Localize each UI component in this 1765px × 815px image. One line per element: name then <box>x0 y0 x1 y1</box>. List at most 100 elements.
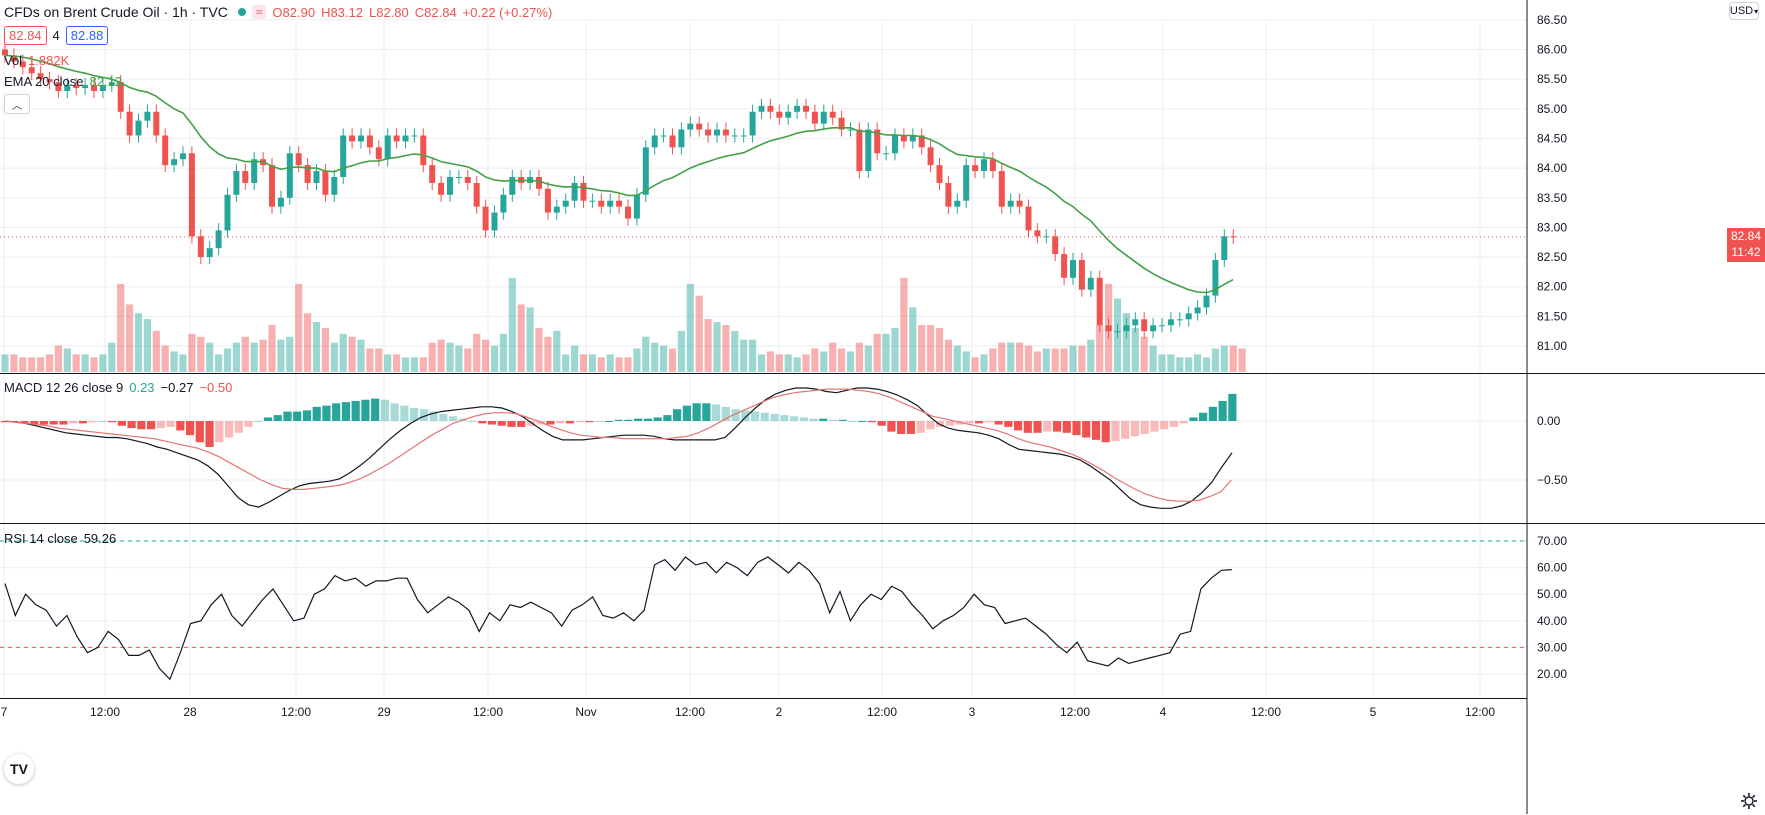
candle <box>37 66 44 87</box>
candle-body <box>269 165 275 207</box>
candle-body <box>909 135 916 142</box>
volume-bar <box>134 313 143 372</box>
volume-bar <box>215 354 223 372</box>
macd-histogram-bar <box>809 418 818 421</box>
candle <box>776 104 783 125</box>
volume-bar <box>1238 348 1246 372</box>
candle-body <box>402 135 409 142</box>
macd-histogram-bar <box>858 421 867 422</box>
macd-legend[interactable]: MACD 12 26 close 9 0.23 −0.27 −0.50 <box>4 380 232 395</box>
volume-bar <box>1016 342 1024 372</box>
ohlc-high: H83.12 <box>321 4 363 20</box>
ohlc-open: O82.90 <box>272 4 316 20</box>
macd-histogram-bar <box>1228 393 1237 421</box>
candle-body <box>963 165 970 201</box>
macd-histogram-bar <box>380 399 389 421</box>
candle <box>375 140 382 167</box>
volume-bar <box>197 336 205 372</box>
macd-histogram-bar <box>205 421 214 447</box>
candle <box>1105 318 1112 339</box>
price-tick-label: 83.00 <box>1537 220 1567 234</box>
volume-bar <box>419 357 427 372</box>
macd-histogram-bar <box>341 402 351 421</box>
candle-body <box>99 85 106 92</box>
candle <box>420 128 427 173</box>
bid-ask-row[interactable]: 82.84 4 82.88 <box>4 26 109 45</box>
macd-histogram-bar <box>322 405 331 421</box>
candle <box>883 146 890 161</box>
candle <box>580 175 587 208</box>
candle <box>384 128 391 167</box>
volume-bar <box>846 351 855 372</box>
buy-price-button[interactable]: 82.88 <box>65 26 109 45</box>
symbol-title[interactable]: CFDs on Brent Crude Oil · 1h · TVC <box>4 4 228 20</box>
macd-histogram-bar <box>546 421 555 425</box>
sell-price-button[interactable]: 82.84 <box>4 26 47 45</box>
volume-bar <box>401 357 410 372</box>
chevron-up-icon: ︿ <box>12 100 22 112</box>
volume-bar <box>499 333 507 372</box>
volume-bar <box>339 333 347 372</box>
time-tick-label: 29 <box>377 705 391 719</box>
macd-histogram-bar <box>400 405 409 421</box>
candle <box>500 187 507 220</box>
settings-gear-icon[interactable] <box>1740 792 1758 810</box>
candle-body <box>411 135 418 137</box>
candle <box>607 193 614 214</box>
collapse-legend-button[interactable]: ︿ <box>4 94 30 114</box>
candle <box>1034 223 1041 244</box>
macd-histogram-bar <box>1072 421 1081 436</box>
candle-body <box>536 176 542 189</box>
ema-legend[interactable]: EMA 20 close 82.12 <box>4 74 122 89</box>
candle <box>197 229 204 265</box>
volume-bar <box>1042 348 1050 372</box>
price-tick-label: 86.00 <box>1537 43 1567 57</box>
tradingview-logo-icon[interactable]: TV <box>4 754 34 784</box>
macd-histogram-bar <box>137 421 146 430</box>
candle <box>767 98 774 119</box>
volume-bar <box>793 357 801 372</box>
currency-selector[interactable]: USD ▾ <box>1729 2 1759 20</box>
time-tick-label: 7 <box>1 705 8 719</box>
ema-legend-label: EMA 20 close <box>4 74 84 89</box>
macd-histogram-bar <box>585 421 594 423</box>
volume-bar <box>321 327 329 372</box>
symbol-legend[interactable]: CFDs on Brent Crude Oil · 1h · TVC ≈ O82… <box>4 4 552 20</box>
volume-bar <box>677 330 685 372</box>
candle <box>286 146 293 205</box>
candle <box>553 199 560 220</box>
macd-histogram-bar <box>741 410 750 421</box>
volume-bar <box>108 342 116 372</box>
candle-body <box>171 159 178 166</box>
rsi-line <box>4 556 1232 681</box>
macd-histogram-bar <box>468 421 477 422</box>
candle-body <box>1114 331 1121 333</box>
macd-histogram-bar <box>1004 421 1013 427</box>
candle-body <box>153 111 160 136</box>
volume-bar <box>268 325 276 372</box>
volume-bar <box>660 345 668 372</box>
ohlc-close: C82.84 <box>414 4 457 20</box>
macd-histogram-bar <box>59 421 68 425</box>
volume-legend[interactable]: Vol 1.882K <box>4 53 69 68</box>
rsi-legend[interactable]: RSI 14 close 59.26 <box>4 531 116 546</box>
volume-bar <box>633 348 641 372</box>
spread-value: 4 <box>52 28 60 43</box>
macd-histogram-bar <box>994 421 1003 425</box>
macd-histogram-bar <box>30 421 39 425</box>
candle <box>1132 312 1139 333</box>
candle-body <box>660 135 667 137</box>
macd-histogram-bar <box>653 417 662 421</box>
candle <box>411 128 418 143</box>
candle-body <box>491 212 498 231</box>
volume-bar <box>410 357 418 372</box>
candle <box>998 163 1005 214</box>
candle-body <box>464 176 471 183</box>
volume-bar <box>668 348 677 372</box>
candle-body <box>438 182 445 195</box>
candle <box>794 98 801 119</box>
candle <box>1159 318 1165 333</box>
candle <box>349 128 356 149</box>
volume-bar <box>544 336 552 372</box>
